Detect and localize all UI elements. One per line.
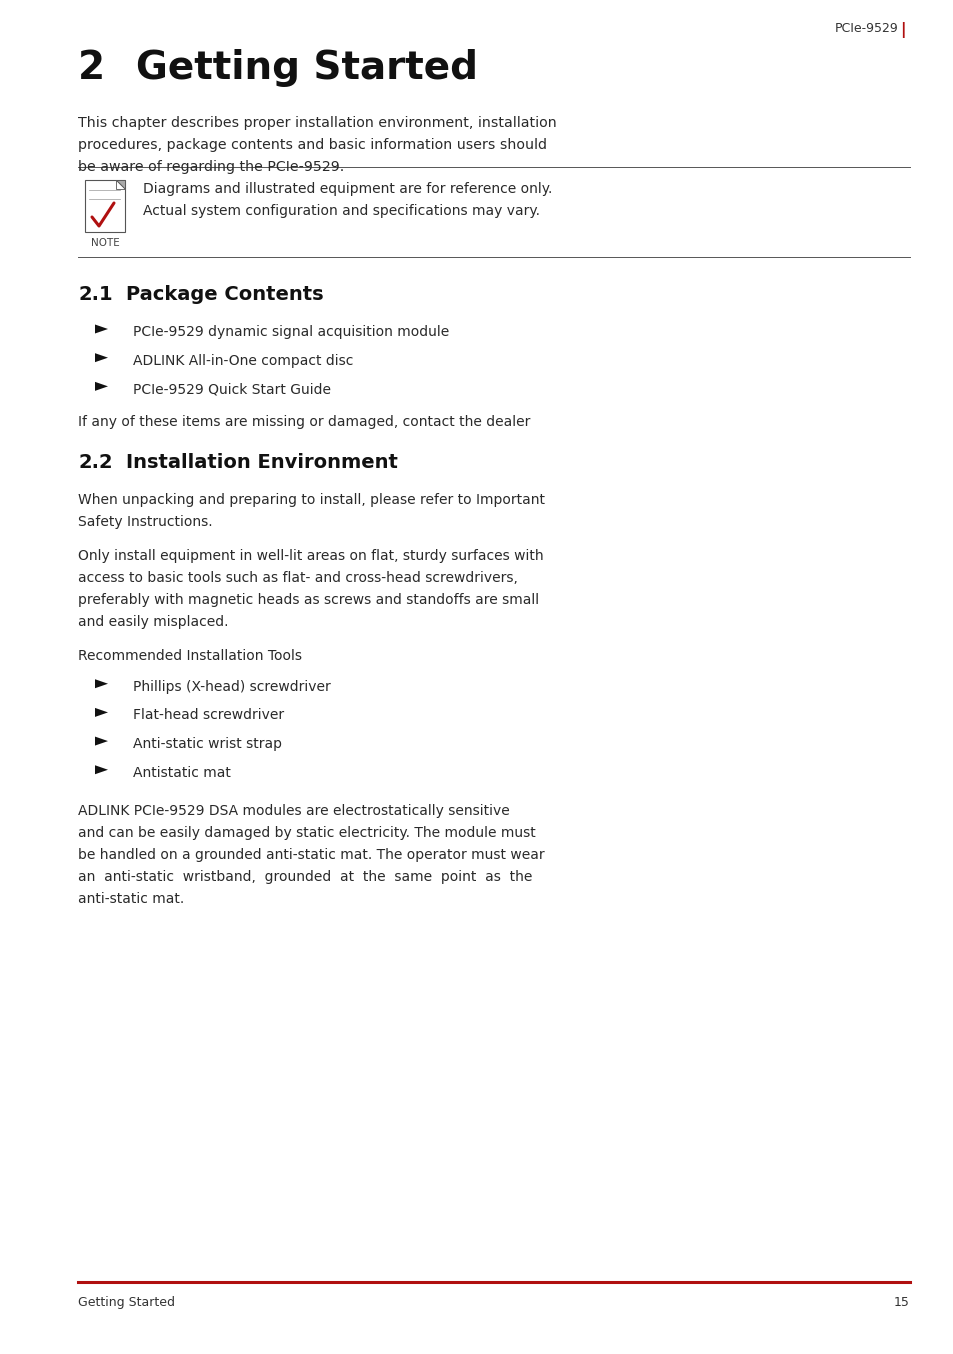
Text: When unpacking and preparing to install, please refer to Important: When unpacking and preparing to install,…	[78, 493, 544, 506]
Text: ADLINK PCIe-9529 DSA modules are electrostatically sensitive: ADLINK PCIe-9529 DSA modules are electro…	[78, 804, 509, 818]
Text: Recommended Installation Tools: Recommended Installation Tools	[78, 649, 302, 663]
Bar	[85, 180, 125, 232]
Text: Flat-head screwdriver: Flat-head screwdriver	[132, 708, 284, 723]
Text: be aware of regarding the PCIe-9529.: be aware of regarding the PCIe-9529.	[78, 160, 344, 173]
Text: This chapter describes proper installation environment, installation: This chapter describes proper installati…	[78, 116, 557, 130]
Text: Phillips (X-head) screwdriver: Phillips (X-head) screwdriver	[132, 680, 331, 693]
Text: procedures, package contents and basic information users should: procedures, package contents and basic i…	[78, 138, 546, 152]
Text: and can be easily damaged by static electricity. The module must: and can be easily damaged by static elec…	[78, 826, 536, 839]
Text: Package Contents: Package Contents	[126, 284, 323, 305]
Text: preferably with magnetic heads as screws and standoffs are small: preferably with magnetic heads as screws…	[78, 593, 538, 607]
Text: ADLINK All-in-One compact disc: ADLINK All-in-One compact disc	[132, 353, 353, 368]
Text: Only install equipment in well-lit areas on flat, sturdy surfaces with: Only install equipment in well-lit areas…	[78, 550, 543, 563]
Text: an  anti-static  wristband,  grounded  at  the  same  point  as  the: an anti-static wristband, grounded at th…	[78, 869, 532, 884]
Text: Antistatic mat: Antistatic mat	[132, 766, 231, 780]
Text: PCIe-9529: PCIe-9529	[833, 22, 897, 35]
Polygon shape	[95, 382, 108, 391]
Polygon shape	[95, 765, 108, 774]
Text: NOTE: NOTE	[91, 238, 119, 248]
Polygon shape	[95, 325, 108, 333]
Text: 2: 2	[78, 49, 105, 87]
Text: If any of these items are missing or damaged, contact the dealer: If any of these items are missing or dam…	[78, 416, 530, 429]
Text: |: |	[899, 22, 904, 38]
Text: 2.2: 2.2	[78, 454, 112, 473]
Text: 15: 15	[893, 1296, 909, 1309]
Text: Getting Started: Getting Started	[136, 49, 477, 87]
Polygon shape	[116, 180, 125, 190]
Text: 2.1: 2.1	[78, 284, 112, 305]
Text: PCIe-9529 Quick Start Guide: PCIe-9529 Quick Start Guide	[132, 382, 331, 397]
Text: be handled on a grounded anti-static mat. The operator must wear: be handled on a grounded anti-static mat…	[78, 848, 544, 862]
Text: Anti-static wrist strap: Anti-static wrist strap	[132, 737, 282, 751]
Text: PCIe-9529 dynamic signal acquisition module: PCIe-9529 dynamic signal acquisition mod…	[132, 325, 449, 338]
Text: Installation Environment: Installation Environment	[126, 454, 397, 473]
Text: Diagrams and illustrated equipment are for reference only.: Diagrams and illustrated equipment are f…	[143, 181, 552, 196]
Polygon shape	[116, 180, 125, 190]
Text: Getting Started: Getting Started	[78, 1296, 174, 1309]
Text: Safety Instructions.: Safety Instructions.	[78, 515, 213, 529]
Polygon shape	[95, 708, 108, 716]
Polygon shape	[95, 680, 108, 688]
Text: and easily misplaced.: and easily misplaced.	[78, 615, 229, 628]
Polygon shape	[95, 353, 108, 362]
Text: Actual system configuration and specifications may vary.: Actual system configuration and specific…	[143, 204, 539, 218]
Text: access to basic tools such as flat- and cross-head screwdrivers,: access to basic tools such as flat- and …	[78, 571, 517, 585]
Polygon shape	[95, 737, 108, 746]
Text: anti-static mat.: anti-static mat.	[78, 891, 184, 906]
